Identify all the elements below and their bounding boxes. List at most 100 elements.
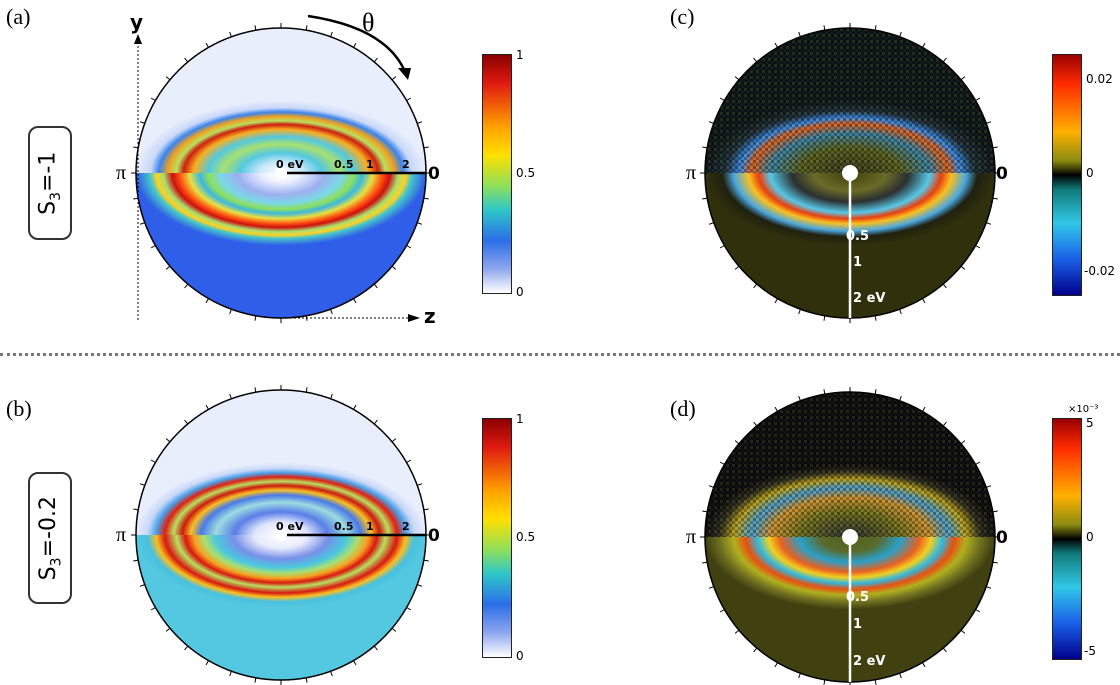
angular-tick (702, 197, 708, 200)
angular-tick (960, 440, 966, 445)
angular-tick (798, 395, 801, 401)
plot-b-rtick-0: 0 eV (276, 520, 304, 533)
plot-a-upper-half (136, 28, 426, 173)
plot-b-rtick-1: 0.5 (334, 520, 354, 533)
angular-tick (774, 662, 778, 668)
angular-tick (139, 584, 145, 587)
angular-tick (975, 97, 981, 101)
angular-tick (353, 298, 357, 304)
plot-d-pi-label: π (686, 526, 697, 548)
angular-tick (774, 298, 778, 304)
angular-tick (229, 309, 232, 315)
colorbar-b (482, 418, 512, 658)
angular-tick (986, 586, 992, 589)
angular-tick (774, 406, 778, 412)
angular-tick (708, 586, 714, 589)
angular-tick (305, 387, 308, 393)
plot-b-rtick-2: 1 (366, 520, 374, 533)
angular-tick (254, 387, 257, 393)
plot-c-pi-label: π (686, 162, 697, 184)
angular-tick (165, 265, 171, 270)
angular-tick (874, 25, 877, 31)
plot-c-rtick-0: 0.5 (846, 229, 870, 244)
angular-tick (975, 245, 981, 249)
plot-b-rtick-3: 2 (402, 520, 410, 533)
colorbar-a-tick-mid: 0.5 (516, 166, 536, 180)
angular-tick (423, 559, 429, 562)
angular-tick (874, 679, 877, 685)
angular-tick (184, 419, 189, 425)
angular-tick (423, 197, 429, 200)
angular-tick (719, 245, 725, 249)
angular-tick (406, 245, 412, 249)
s3-rest-top: =-1 (35, 151, 61, 192)
colorbar-d (1052, 418, 1082, 660)
angular-tick (922, 662, 926, 668)
angular-tick (254, 677, 257, 683)
angular-tick (942, 647, 947, 653)
z-axis-label: z (424, 304, 436, 328)
s3-base-bottom: S (35, 566, 61, 581)
angular-tick (753, 283, 758, 289)
colorbar-c-tick-min: -0.02 (1084, 264, 1116, 278)
angular-tick (391, 627, 397, 632)
angular-tick (986, 222, 992, 225)
angular-tick (254, 315, 257, 321)
plot-a-zero-label: 0 (428, 164, 440, 184)
angular-tick (708, 485, 714, 488)
angular-tick (922, 298, 926, 304)
theta-arc (307, 14, 408, 75)
angular-tick (353, 660, 357, 666)
angular-tick (423, 508, 429, 511)
angular-tick (798, 31, 801, 37)
angular-tick (922, 42, 926, 48)
colorbar-d-tick-mid: 0 (1086, 530, 1094, 544)
angular-tick (139, 483, 145, 486)
s3-sub-bottom: 3 (48, 557, 65, 567)
angular-tick (899, 309, 902, 315)
angular-tick (899, 395, 902, 401)
angular-tick (702, 561, 708, 564)
angular-tick (184, 283, 189, 289)
angular-tick (391, 265, 397, 270)
colorbar-d-tick-max: 5 (1086, 416, 1094, 430)
plot-a-lower-half (136, 173, 426, 318)
angular-tick (960, 629, 966, 634)
polar-plot-b (131, 385, 431, 685)
colorbar-c-tick-mid: 0 (1086, 166, 1094, 180)
s3-rest-bottom: =-0.2 (35, 495, 61, 558)
angular-tick (133, 197, 139, 200)
plot-c-center (842, 165, 858, 181)
angular-tick (133, 559, 139, 562)
angular-tick (373, 283, 378, 289)
angular-tick (184, 57, 189, 63)
panel-label-d: (d) (670, 396, 696, 421)
angular-tick (942, 57, 947, 63)
angular-tick (899, 31, 902, 37)
angular-tick (942, 421, 947, 427)
angular-tick (719, 97, 725, 101)
panel-label-b: (b) (6, 396, 32, 421)
angular-tick (205, 298, 209, 304)
angular-tick (184, 645, 189, 651)
angular-tick (353, 42, 357, 48)
angular-tick (150, 245, 156, 249)
angular-tick (702, 146, 708, 149)
colorbar-a-tick-max: 1 (516, 48, 524, 62)
angular-tick (330, 31, 333, 37)
colorbar-b-tick-max: 1 (516, 412, 524, 426)
angular-tick (702, 510, 708, 513)
angular-tick (353, 404, 357, 410)
angular-tick (942, 283, 947, 289)
angular-tick (798, 309, 801, 315)
angular-tick (992, 561, 998, 564)
plot-a-rtick-1: 0.5 (334, 158, 354, 171)
angular-tick (139, 222, 145, 225)
angular-tick (305, 677, 308, 683)
angular-tick (391, 438, 397, 443)
plot-c-noise (705, 28, 995, 173)
angular-tick (753, 57, 758, 63)
angular-tick (205, 42, 209, 48)
angular-tick (734, 629, 740, 634)
polar-plot-c (700, 23, 1000, 323)
